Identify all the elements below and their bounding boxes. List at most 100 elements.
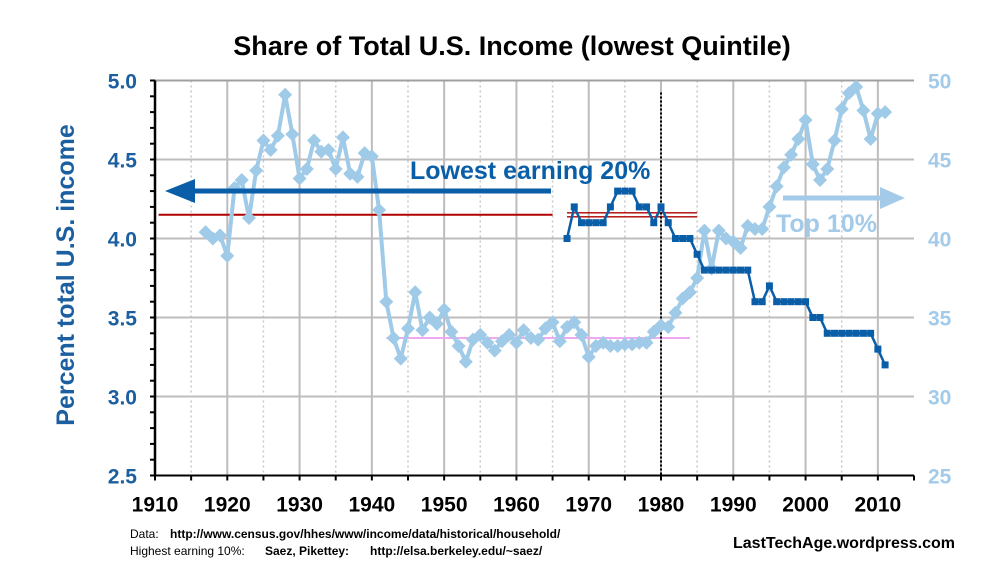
y-axis-label: Percent total U.S. income [52,124,80,426]
data-point-diamond [849,79,864,94]
data-point-diamond [617,337,632,352]
data-point-square [614,187,622,195]
data-point-square [758,298,766,306]
data-point-diamond [473,327,488,342]
data-point-diamond [856,103,871,118]
data-point-diamond [834,101,849,116]
data-point-diamond [393,351,408,366]
x-tick-label: 1940 [348,494,395,517]
y-tick-label-right: 50 [928,71,951,94]
data-point-square [816,314,824,321]
data-point-diamond [682,285,697,300]
data-point-square [715,266,723,274]
data-point-diamond [827,133,842,148]
data-point-diamond [603,338,618,353]
data-point-diamond [451,338,466,353]
data-point-square [585,219,593,227]
data-point-square [874,345,882,353]
data-point-diamond [429,316,444,331]
y-tick-label-left: 3.5 [108,308,138,331]
y-tick-label-right: 35 [928,308,952,331]
footer-top-url[interactable]: http://elsa.berkeley.edu/~saez/ [370,544,543,558]
y-tick-label-right: 45 [928,150,952,173]
y-tick-label-right: 30 [928,387,951,410]
data-point-diamond [263,143,278,158]
data-point-diamond [487,343,502,358]
data-point-square [852,329,860,337]
series-group [198,79,893,369]
annotation-lowest: Lowest earning 20% [165,157,650,203]
y-tick-label-left: 4.5 [108,150,138,173]
data-point-square [592,219,600,227]
data-point-square [700,266,708,274]
data-point-diamond [820,161,835,176]
data-point-diamond [776,160,791,175]
x-tick-label: 1960 [493,494,540,517]
x-tick-label: 1950 [421,494,468,517]
data-point-square [708,266,716,274]
data-point-square [794,298,802,306]
data-point-diamond [386,331,401,346]
annotation-lowest-label: Lowest earning 20% [410,157,650,185]
data-point-diamond [690,271,705,285]
data-point-diamond [668,305,683,320]
data-point-square [635,203,643,211]
data-point-diamond [292,171,307,186]
annotation-top10: Top 10% [776,187,905,238]
data-point-diamond [545,315,560,330]
footer-site[interactable]: LastTechAge.wordpress.com [733,535,955,552]
data-point-diamond [552,334,567,349]
data-point-diamond [350,169,365,184]
data-point-square [765,282,773,290]
data-point-diamond [813,173,828,188]
left-arrow-icon [165,179,195,203]
footer-data-url[interactable]: http://www.census.gov/hhes/www/income/da… [170,527,561,541]
data-point-diamond [762,199,777,214]
data-point-diamond [863,131,878,146]
annotation-top10-label: Top 10% [776,210,877,238]
data-point-diamond [747,222,762,237]
data-point-diamond [509,335,524,350]
y-tick-label-right: 25 [928,466,952,489]
data-point-square [823,329,831,337]
axes: 1910 1920 1930 1940 1950 1960 1970 1980 1990 2000… [108,71,952,517]
data-point-diamond [401,321,415,336]
data-point-diamond [278,87,293,102]
footer-top-authors: Saez, Pikettey: [265,544,349,558]
data-point-diamond [733,240,748,255]
data-point-square [744,266,752,274]
data-point-square [838,329,846,337]
data-point-square [809,314,817,321]
data-point-square [845,329,853,337]
right-arrow-icon [880,187,905,209]
data-point-square [780,298,788,306]
data-point-diamond [285,127,300,142]
data-point-diamond [805,157,820,172]
data-point-diamond [364,149,379,164]
data-point-diamond [639,335,654,350]
x-tick-label: 1910 [132,494,179,517]
data-point-diamond [241,210,256,225]
data-point-square [628,187,636,195]
footer-data-label: Data: [130,527,159,541]
data-point-diamond [798,113,813,127]
data-point-square [729,266,737,274]
x-tick-label: 1990 [710,494,757,517]
data-point-diamond [661,319,676,334]
data-point-diamond [299,161,314,176]
data-point-diamond [379,294,394,309]
data-point-square [671,235,679,242]
data-point-diamond [697,223,712,238]
y-tick-label-right: 40 [928,229,951,252]
data-point-diamond [531,332,546,347]
data-point-square [621,187,629,195]
y-tick-label-left: 4.0 [108,229,137,252]
data-point-diamond [213,228,228,243]
data-point-diamond [574,327,589,342]
series-lowest-20-percent [563,187,889,369]
reference-lines [158,92,698,476]
x-tick-label: 1920 [204,494,251,517]
data-point-diamond [335,130,350,145]
data-point-diamond [769,179,784,194]
